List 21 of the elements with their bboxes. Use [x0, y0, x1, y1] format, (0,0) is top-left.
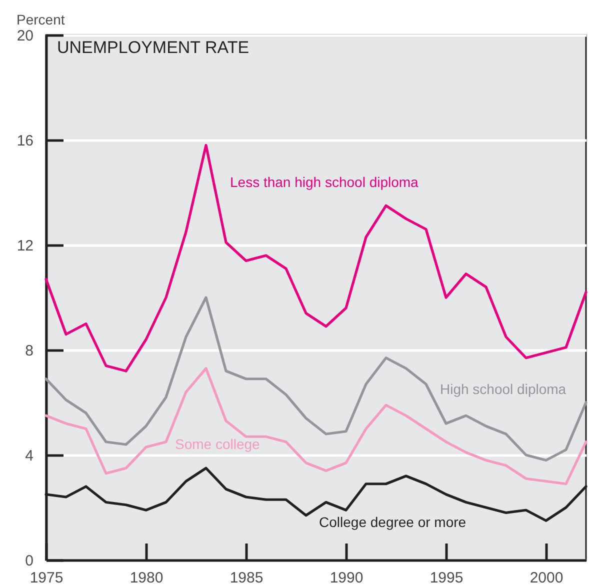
line-series [44, 296, 588, 462]
y-tick-label: 4 [25, 448, 34, 464]
x-tick-label: 1990 [330, 570, 364, 586]
series-label: Some college [175, 436, 260, 452]
x-tick-label: 2000 [530, 570, 564, 586]
line-series [44, 144, 588, 372]
series-label: Less than high school diploma [230, 174, 419, 190]
y-tick-label: 20 [16, 28, 34, 44]
line-series [44, 367, 588, 486]
chart-title: UNEMPLOYMENT RATE [57, 38, 250, 57]
y-tick-label: 12 [16, 238, 34, 254]
series-label: College degree or more [319, 514, 466, 530]
x-tick-label: 1995 [430, 570, 464, 586]
x-tick-label: 1975 [30, 570, 64, 586]
series-label: High school diploma [440, 381, 566, 397]
x-tick-label: 1985 [230, 570, 264, 586]
y-tick-label: 8 [25, 342, 34, 360]
y-tick-label: 0 [25, 552, 34, 570]
y-axis-title: Percent [16, 12, 65, 28]
y-tick-label: 16 [16, 132, 34, 150]
x-tick-label: 1980 [130, 570, 164, 586]
